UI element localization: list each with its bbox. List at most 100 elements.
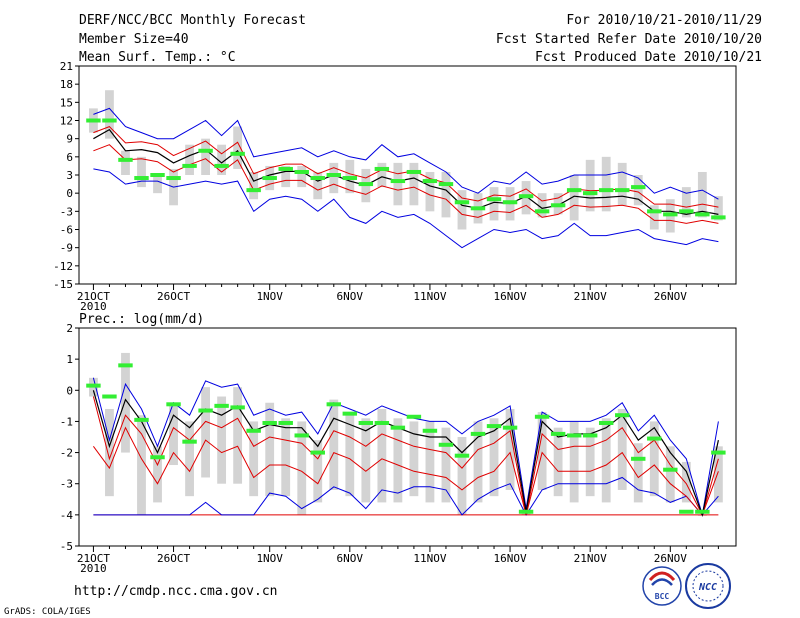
precip-upper-inner-line (92, 396, 719, 517)
precip-median-marker (647, 436, 662, 441)
temp-median-marker (518, 194, 534, 199)
precip-median-marker (502, 425, 518, 430)
precip-median-marker (679, 509, 694, 514)
precip-median-marker (406, 414, 422, 419)
precip-spread-box (489, 418, 499, 497)
precip-panel-title: Prec.: log(mm/d) (79, 312, 204, 327)
precip-spread-box (169, 402, 178, 466)
temp-ytick-label: -12 (53, 260, 73, 273)
temp-xtick-label: 21NOV (574, 290, 607, 303)
temp-median-marker (454, 200, 470, 205)
precip-median-marker (518, 509, 534, 514)
variable-label: Mean Surf. Temp.: °C (79, 50, 236, 65)
temp-xtick-label: 26OCT (157, 290, 190, 303)
temp-lower-inner-line (93, 144, 719, 224)
temp-median-marker (166, 176, 181, 181)
fcst-produced-label: Fcst Produced Date 2010/10/21 (535, 50, 762, 65)
precip-median-marker (150, 455, 165, 460)
temp-median-marker (310, 176, 325, 181)
temp-median-marker (647, 209, 662, 214)
temp-ytick-label: -3 (60, 205, 73, 218)
precip-plot-frame (78, 327, 737, 547)
precip-median-marker (631, 456, 646, 461)
precip-spread-box (121, 352, 130, 453)
precip-spread-box (105, 408, 114, 497)
precip-spread-box (585, 427, 595, 497)
temp-spread-box (569, 175, 579, 221)
temp-spread-box (585, 159, 595, 212)
precip-median-marker (422, 428, 438, 433)
precip-spread-box (313, 440, 323, 503)
temp-median-marker (134, 176, 149, 181)
precip-spread-box (265, 402, 275, 497)
precip-xtick-label: 26OCT (157, 552, 190, 565)
temp-spread-box (105, 90, 114, 139)
temp-spread-box (281, 165, 291, 188)
precip-spread-box (569, 421, 579, 503)
bcc-logo-arc-blue (651, 578, 673, 586)
temp-ytick-label: 15 (60, 96, 73, 109)
precip-ytick-label: 1 (66, 353, 73, 366)
precip-median-marker (390, 425, 406, 430)
precip-spread-box (441, 427, 451, 503)
temp-xtick-label: 26NOV (654, 290, 687, 303)
temp-median-marker (214, 163, 229, 168)
precip-ytick-label: -3 (60, 478, 73, 491)
precip-median-marker (582, 433, 598, 438)
precip-spread-box (713, 446, 723, 503)
precip-ytick-label: -5 (60, 540, 73, 553)
ncc-logo-text: NCC (698, 582, 717, 593)
precip-median-marker (102, 394, 117, 399)
precip-median-marker (342, 411, 358, 416)
temp-median-marker (711, 215, 726, 220)
bcc-logo-arc-red (648, 571, 676, 582)
precip-upper-outer-line (92, 377, 719, 516)
precip-spread-box (361, 418, 371, 503)
temp-median-marker (663, 212, 678, 217)
precip-median-marker (358, 420, 374, 425)
chart-title: DERF/NCC/BCC Monthly Forecast (79, 13, 306, 28)
precip-median-marker (118, 363, 133, 368)
temp-spread-box (489, 187, 499, 221)
temp-xtick-label: 1NOV (256, 290, 283, 303)
temp-spread-box (249, 171, 259, 200)
precip-median-marker (566, 433, 582, 438)
precip-spread-box (505, 408, 515, 490)
temp-spread-box (457, 190, 467, 230)
precip-xtick-label: 11NOV (413, 552, 446, 565)
member-size-label: Member Size=40 (79, 32, 189, 47)
forecast-period-label: For 2010/10/21-2010/11/29 (566, 13, 762, 28)
temp-median-marker (534, 209, 550, 214)
temp-xtick-label: 21OCT (77, 290, 110, 303)
precip-ytick-label: -2 (60, 447, 73, 460)
temp-spread-box (121, 150, 130, 175)
precip-median-marker (134, 417, 149, 422)
precip-spread-box (681, 461, 691, 503)
precip-median-marker (598, 420, 614, 425)
temp-xtick-label: 11NOV (413, 290, 446, 303)
temp-spread-box (217, 144, 227, 175)
temp-median-marker (294, 169, 309, 174)
temp-spread-box (713, 196, 723, 221)
temp-spread-box (441, 171, 451, 218)
precip-spread-box (617, 408, 627, 490)
temp-spread-box (409, 162, 419, 206)
precip-median-marker (182, 439, 197, 444)
temp-spread-box (425, 171, 435, 212)
precip-spread-box (281, 418, 291, 497)
temp-median-marker (102, 118, 117, 123)
precip-median-marker (310, 450, 325, 455)
temp-spread-box (377, 162, 387, 188)
precip-ensemble-mean-line (92, 390, 719, 518)
precip-median-marker (711, 450, 726, 455)
temp-upper-inner-line (93, 126, 719, 208)
temp-median-marker (358, 182, 374, 187)
temp-median-marker (550, 203, 566, 208)
temp-median-marker (230, 151, 245, 156)
precipitation-panel: 2 1 0 -1 -2 -3 -4 -5 21OCT 26OCT 1NOV 6NOV 11NOV 16NO… (60, 322, 737, 575)
precip-spread-box (233, 387, 243, 484)
temp-median-marker (246, 188, 261, 193)
temp-spread-box (617, 162, 627, 206)
temp-ytick-label: -9 (60, 242, 73, 255)
